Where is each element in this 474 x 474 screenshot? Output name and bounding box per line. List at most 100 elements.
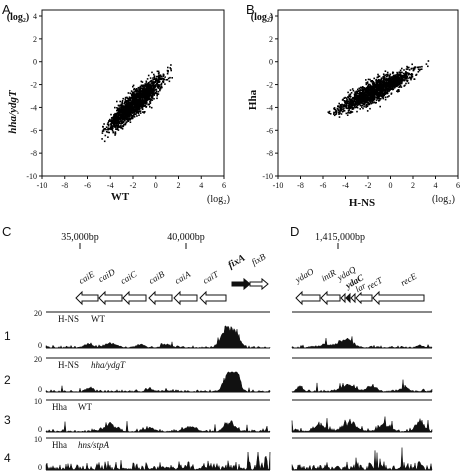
scatter-point-a: [121, 115, 123, 118]
scatter-point-b: [364, 93, 367, 95]
scatter-point-b: [367, 90, 370, 92]
scatter-point-a: [110, 128, 112, 130]
scatter-point-a: [124, 110, 126, 112]
scatter-point-b: [362, 89, 365, 92]
scatter-point-a: [145, 95, 148, 97]
scatter-point-a: [121, 125, 123, 127]
scatter-point-a: [147, 74, 150, 77]
scatter-point-b: [377, 80, 379, 83]
scatter-point-b: [378, 80, 381, 83]
scatter-point-a: [129, 108, 131, 110]
scatter-point-b: [375, 80, 378, 82]
scatter-point-a: [136, 100, 139, 103]
scatter-point-b: [405, 82, 407, 85]
scatter-point-b: [355, 105, 358, 108]
scatter-point-a: [130, 114, 133, 116]
scatter-point-a: [153, 75, 156, 77]
scatter-point-a: [111, 129, 114, 132]
scatter-point-a: [107, 125, 110, 127]
scatter-point-b: [361, 101, 363, 104]
scatter-point-b: [382, 76, 384, 78]
scatter-point-b: [350, 92, 353, 94]
scatter-point-b: [341, 107, 343, 109]
scatter-point-a: [141, 96, 143, 99]
scatter-point-a: [145, 90, 148, 93]
scatter-point-a: [118, 126, 121, 128]
scatter-point-b: [345, 103, 347, 105]
scatter-point-a: [116, 121, 119, 124]
scatter-point-a: [114, 120, 117, 123]
scatter-point-b: [395, 78, 398, 81]
scatter-point-b: [356, 101, 358, 104]
scatter-point-b: [375, 93, 377, 95]
scatter-point-b: [383, 89, 386, 91]
y-tick-label-b: -8: [266, 149, 273, 158]
scatter-point-a: [143, 100, 145, 103]
scatter-point-b: [365, 106, 368, 108]
scatter-point-a: [156, 92, 158, 95]
scatter-point-b: [425, 63, 428, 65]
scatter-point-b: [385, 87, 388, 89]
scatter-point-b: [410, 68, 413, 70]
scatter-point-b: [402, 77, 404, 79]
panel-c: C 35,000bp 40,000bp caiE caiD caiC caiB …: [2, 224, 271, 472]
scatter-point-b: [367, 94, 370, 96]
scatter-point-b: [397, 84, 400, 86]
scatter-point-b: [401, 71, 403, 74]
scatter-point-a: [123, 118, 126, 120]
scatter-point-a: [119, 125, 122, 127]
scatter-point-b: [363, 95, 366, 97]
scatter-point-b: [366, 101, 369, 104]
scatter-point-a: [150, 106, 153, 109]
scatter-point-b: [376, 98, 379, 100]
scatter-point-a: [145, 81, 148, 83]
track-ymax-label: 10: [34, 435, 42, 444]
scatter-point-b: [394, 82, 396, 84]
scatter-point-b: [350, 110, 352, 113]
scatter-point-b: [355, 94, 358, 97]
scatter-point-a: [144, 105, 147, 107]
scatter-point-a: [130, 117, 132, 120]
scatter-point-a: [157, 81, 159, 83]
panel-b: B -10 -8 -6 -4 -2 0 2 4 6 4 2 0 -2 -4 -6 -8 -10 (log₂) H…: [246, 2, 460, 209]
scatter-point-b: [382, 96, 385, 98]
scatter-point-a: [153, 87, 155, 90]
scatter-point-a: [129, 119, 131, 121]
scatter-point-a: [144, 97, 147, 100]
scatter-point-a: [116, 116, 118, 118]
scatter-point-a: [137, 111, 140, 113]
scatter-point-b: [412, 69, 415, 72]
scatter-point-b: [385, 78, 388, 80]
scatter-point-a: [117, 107, 120, 110]
scatter-point-b: [348, 101, 351, 104]
scatter-point-a: [160, 82, 163, 85]
scatter-point-a: [136, 102, 138, 104]
scatter-point-a: [115, 126, 117, 128]
scatter-point-b: [390, 79, 393, 81]
scatter-point-b: [367, 87, 369, 90]
y-tick-label-b: -4: [266, 103, 273, 112]
scatter-point-b: [378, 92, 380, 94]
scatter-point-a: [112, 117, 114, 120]
scatter-point-a: [137, 95, 139, 97]
scatter-point-a: [111, 117, 113, 119]
scatter-point-a: [125, 100, 127, 102]
scatter-point-b: [355, 97, 358, 99]
scatter-point-a: [157, 90, 160, 93]
scatter-point-b: [359, 102, 362, 104]
y-tick-label-a: 4: [33, 12, 37, 21]
scatter-point-b: [373, 94, 375, 97]
scatter-point-b: [349, 93, 352, 96]
coord-35000: 35,000bp: [61, 232, 99, 243]
scatter-point-b: [363, 105, 365, 108]
x-tick-label-b: -4: [342, 181, 349, 190]
scatter-point-a: [130, 117, 133, 119]
scatter-point-a: [116, 112, 119, 114]
scatter-point-b: [389, 89, 391, 91]
coverage-signal-d: [291, 336, 433, 349]
scatter-point-a: [148, 86, 150, 89]
scatter-point-a: [133, 116, 136, 118]
scatter-point-a: [130, 90, 133, 92]
scatter-point-a: [139, 89, 141, 91]
scatter-point-b: [373, 98, 375, 100]
